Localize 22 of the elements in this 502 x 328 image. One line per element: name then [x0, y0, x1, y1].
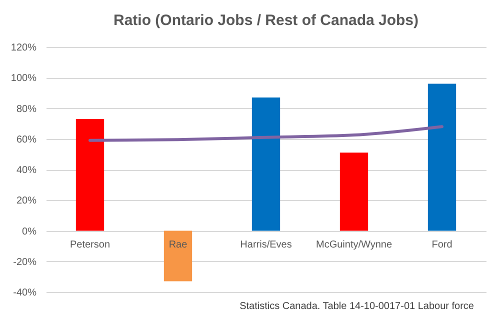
bar	[76, 118, 104, 231]
x-tick-label: Ford	[432, 239, 452, 250]
x-tick-label: Rae	[168, 239, 188, 250]
x-tick-label: McGuinty/Wynne	[316, 239, 392, 250]
y-tick-label: 80%	[16, 104, 37, 115]
bar	[252, 98, 280, 231]
line-series	[88, 125, 444, 142]
bar	[164, 230, 192, 282]
y-tick-label: 20%	[16, 196, 37, 207]
bar	[428, 84, 456, 231]
text: Statistics Canada. Table 14-10-0017-01 Labour force	[240, 301, 474, 312]
x-tick-label: Peterson	[70, 239, 110, 250]
y-tick-label: 0%	[22, 226, 37, 238]
x-tick-label: Harris/Eves	[240, 239, 292, 250]
chart-title: Ratio (Ontario Jobs / Rest of Canada Jobs)	[113, 12, 419, 29]
y-tick-label: 60%	[16, 134, 37, 146]
y-tick-label: 40%	[16, 165, 37, 176]
y-tick-label: 100%	[10, 73, 37, 84]
y-tick-label: -20%	[13, 256, 37, 268]
bar	[340, 152, 368, 231]
y-tick-label: -40%	[13, 288, 37, 298]
y-tick-label: 120%	[10, 42, 37, 54]
